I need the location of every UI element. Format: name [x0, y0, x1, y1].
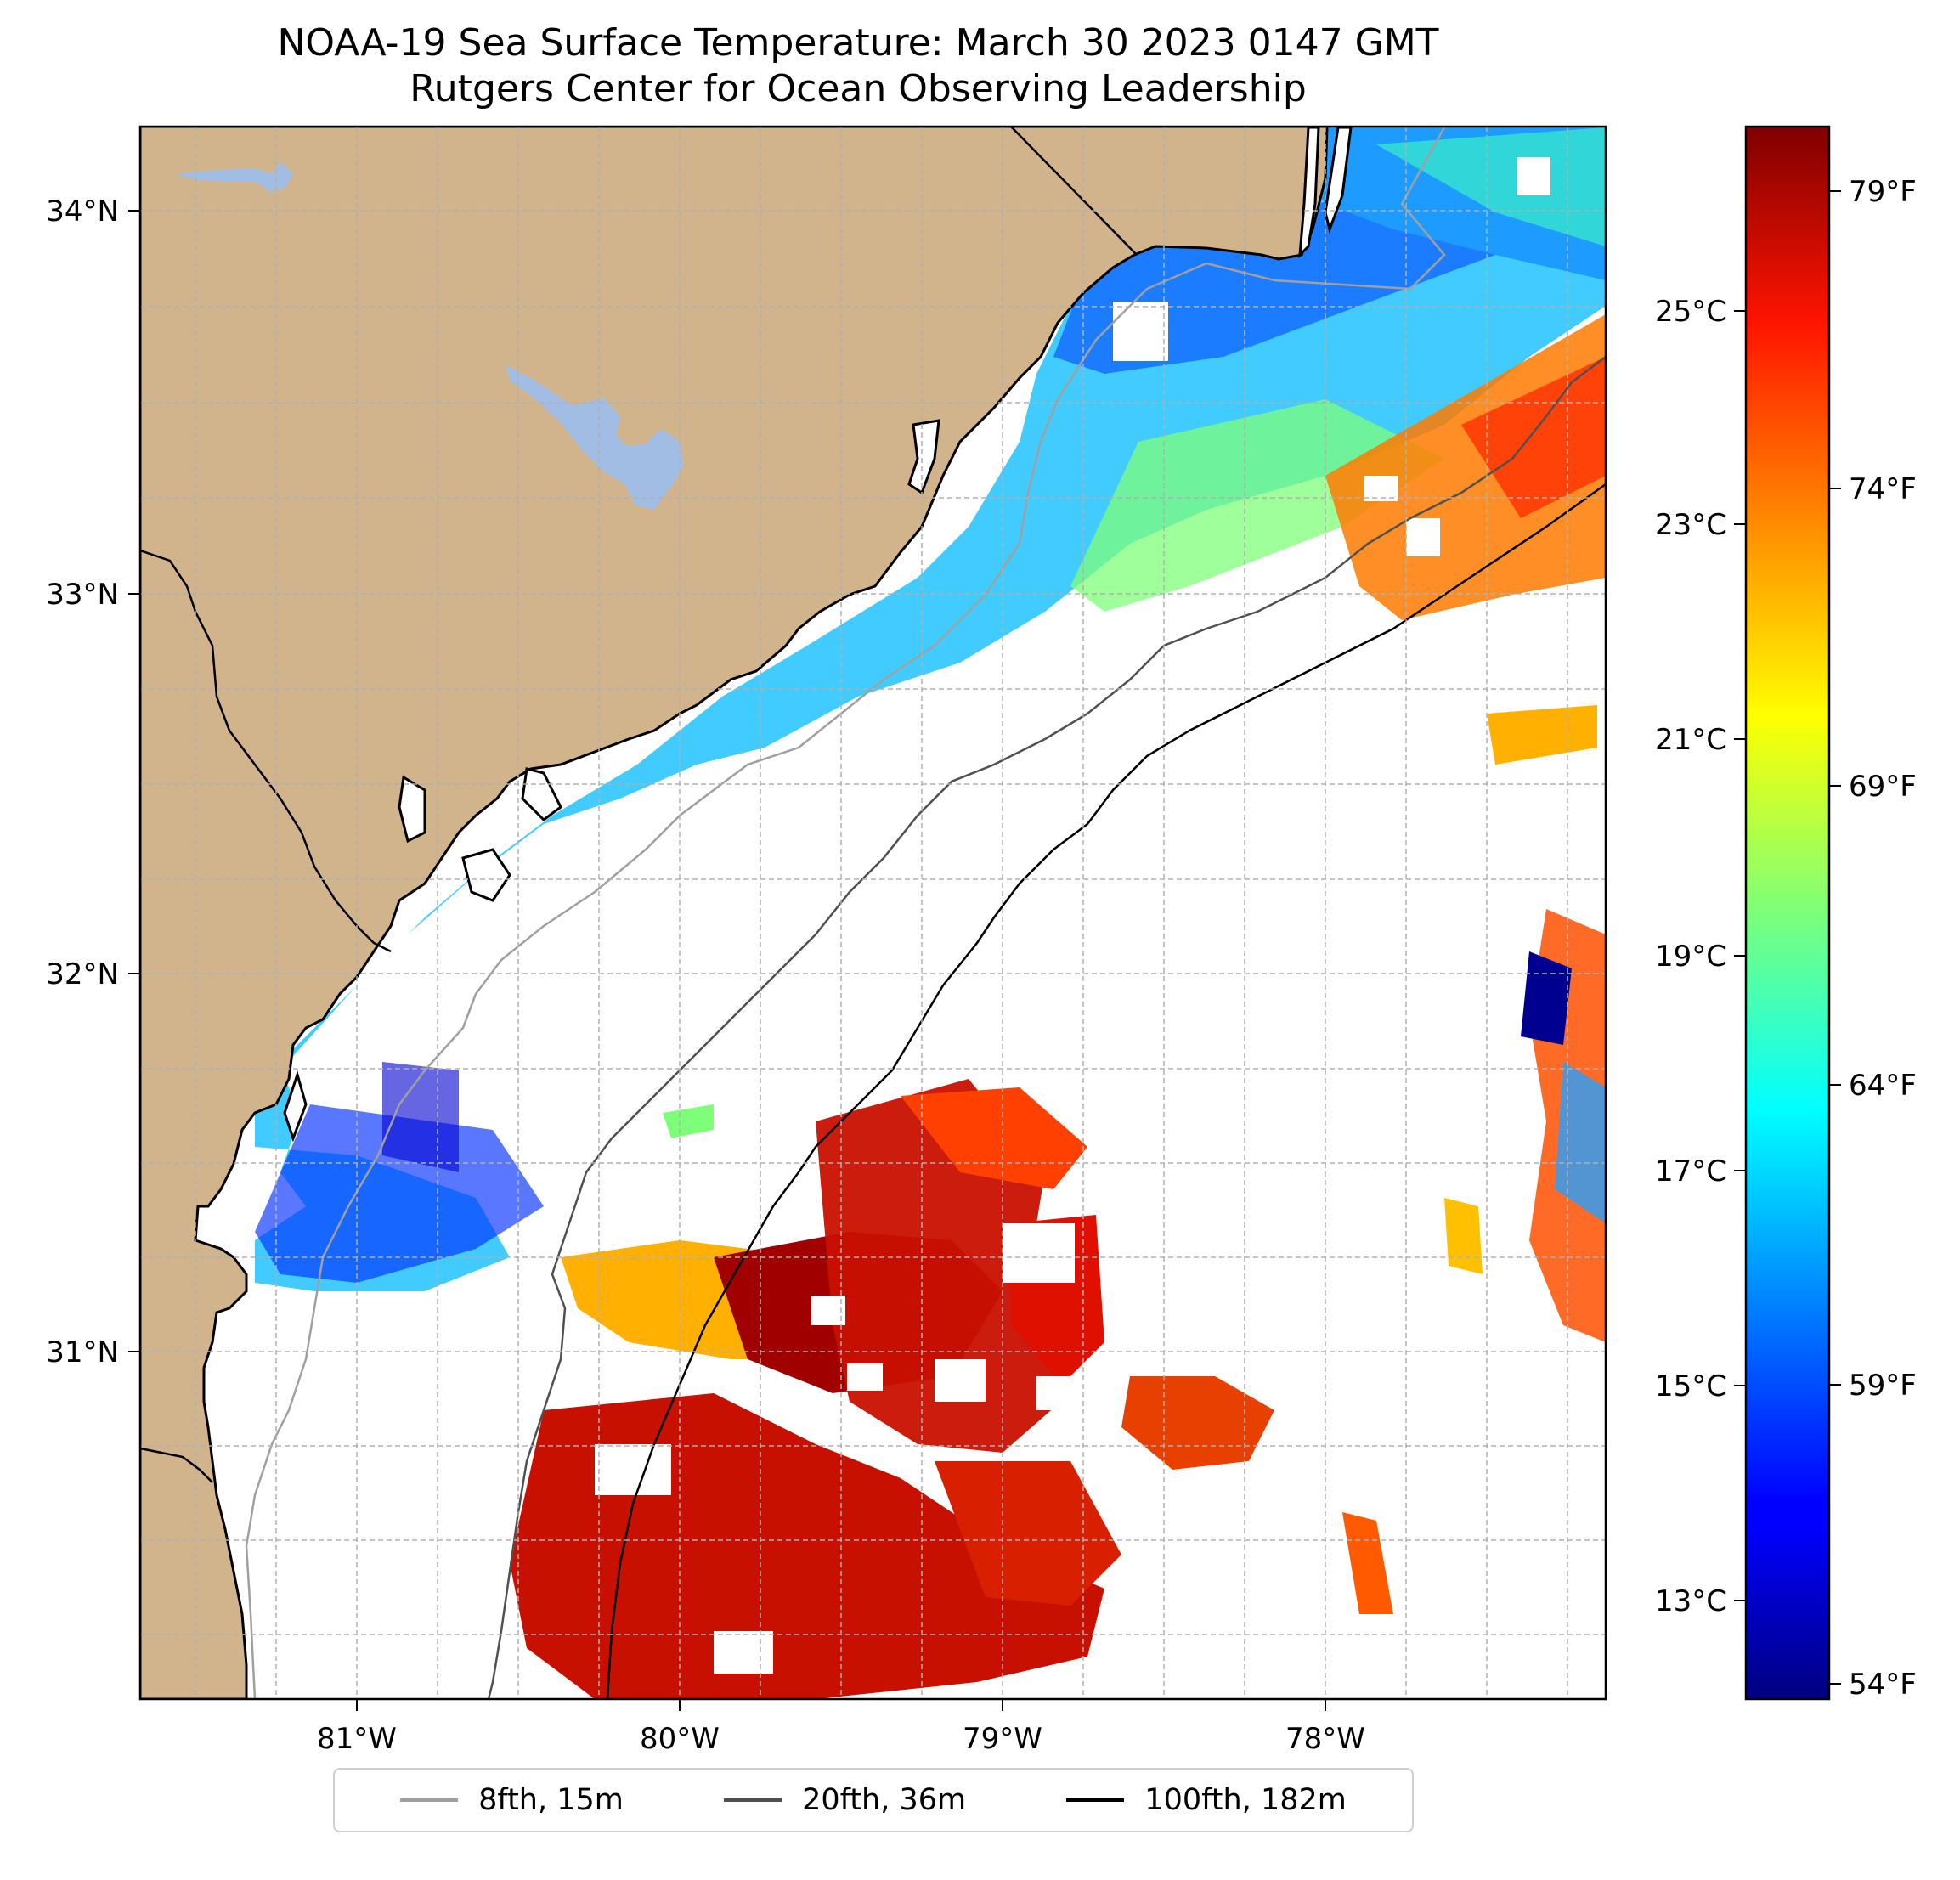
- legend-swatch-8fth: [400, 1798, 459, 1802]
- cbar-f-79: 79°F: [1849, 175, 1917, 209]
- isobath-8fth: [245, 127, 1446, 1699]
- legend-label-20fth: 20fth, 36m: [802, 1783, 967, 1817]
- state-border: [1010, 127, 1138, 256]
- cbar-c-19: 19°C: [1655, 940, 1726, 974]
- legend-swatch-20fth: [724, 1798, 782, 1802]
- legend-label-8fth: 8fth, 15m: [478, 1783, 624, 1817]
- isobath-legend: 8fth, 15m 20fth, 36m 100fth, 182m: [333, 1768, 1414, 1832]
- axis-ticks: [128, 210, 1326, 1711]
- lon-tick-80w: 80°W: [640, 1722, 720, 1756]
- cbar-c-21: 21°C: [1655, 723, 1726, 757]
- cbar-c-17: 17°C: [1655, 1155, 1726, 1188]
- lat-tick-32n: 32°N: [46, 957, 119, 991]
- lon-tick-79w: 79°W: [963, 1722, 1042, 1756]
- cbar-c-13: 13°C: [1655, 1584, 1726, 1618]
- cloud-mask: [595, 157, 1550, 1674]
- legend-item-8fth: 8fth, 15m: [400, 1783, 624, 1817]
- cbar-f-59: 59°F: [1849, 1369, 1917, 1403]
- lat-tick-31n: 31°N: [46, 1335, 119, 1369]
- legend-item-20fth: 20fth, 36m: [724, 1783, 966, 1817]
- coastline-details: [283, 127, 1353, 1143]
- river-border: [140, 549, 392, 953]
- lat-tick-33n: 33°N: [46, 578, 119, 612]
- isobath-20fth: [487, 356, 1606, 1699]
- cbar-f-74: 74°F: [1849, 472, 1917, 506]
- cbar-c-15: 15°C: [1655, 1369, 1726, 1403]
- map-subtitle: Rutgers Center for Ocean Observing Leade…: [410, 67, 1307, 110]
- gridlines: [140, 127, 1606, 1699]
- lon-tick-78w: 78°W: [1285, 1722, 1365, 1756]
- cbar-f-69: 69°F: [1849, 770, 1917, 804]
- cbar-f-64: 64°F: [1849, 1069, 1917, 1103]
- legend-label-100fth: 100fth, 182m: [1144, 1783, 1347, 1817]
- lakes: [174, 161, 684, 510]
- map-title: NOAA-19 Sea Surface Temperature: March 3…: [277, 21, 1439, 65]
- colorbar-ticks: [1734, 190, 1841, 1685]
- map-frame: [138, 125, 1607, 1701]
- legend-item-100fth: 100fth, 182m: [1066, 1783, 1347, 1817]
- lon-tick-81w: 81°W: [317, 1722, 397, 1756]
- cbar-f-54: 54°F: [1849, 1668, 1917, 1702]
- cbar-c-25: 25°C: [1655, 295, 1726, 329]
- legend-swatch-100fth: [1066, 1798, 1125, 1802]
- colorbar: [1744, 125, 1831, 1701]
- lat-tick-34n: 34°N: [46, 195, 119, 229]
- cbar-c-23: 23°C: [1655, 508, 1726, 542]
- map-panel: [140, 127, 1606, 1699]
